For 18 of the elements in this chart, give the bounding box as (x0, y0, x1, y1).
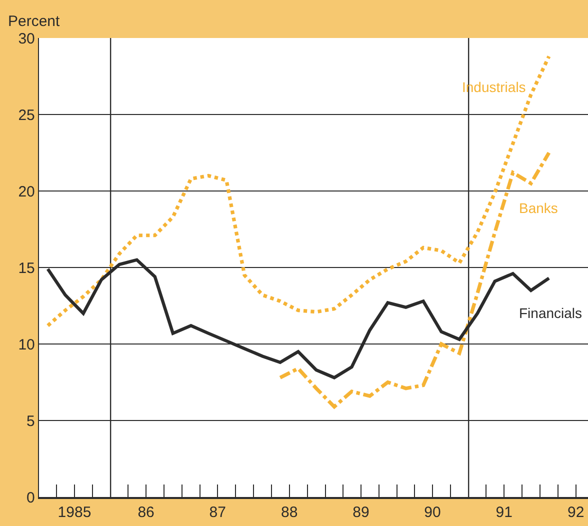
y-tick-label: 30 (18, 30, 35, 48)
x-tick-label: 86 (138, 504, 154, 521)
series-label: Banks (519, 200, 558, 216)
y-tick-label: 0 (26, 489, 35, 506)
y-tick-label: 20 (18, 183, 35, 200)
y-tick-label: 5 (26, 412, 35, 430)
x-tick-label: 92 (567, 504, 584, 521)
x-tick-label: 91 (496, 504, 512, 521)
x-tick-label: 87 (209, 504, 226, 521)
x-tick-label: 1985 (58, 504, 92, 521)
y-tick-label: 10 (18, 336, 35, 354)
x-tick-label: 88 (281, 504, 298, 521)
y-axis-title: Percent (8, 13, 61, 30)
y-tick-label: 25 (18, 106, 35, 124)
x-tick-label: 89 (352, 504, 370, 521)
series-label: Financials (519, 305, 582, 321)
x-tick-label: 90 (424, 504, 441, 521)
y-tick-label: 15 (18, 260, 35, 277)
